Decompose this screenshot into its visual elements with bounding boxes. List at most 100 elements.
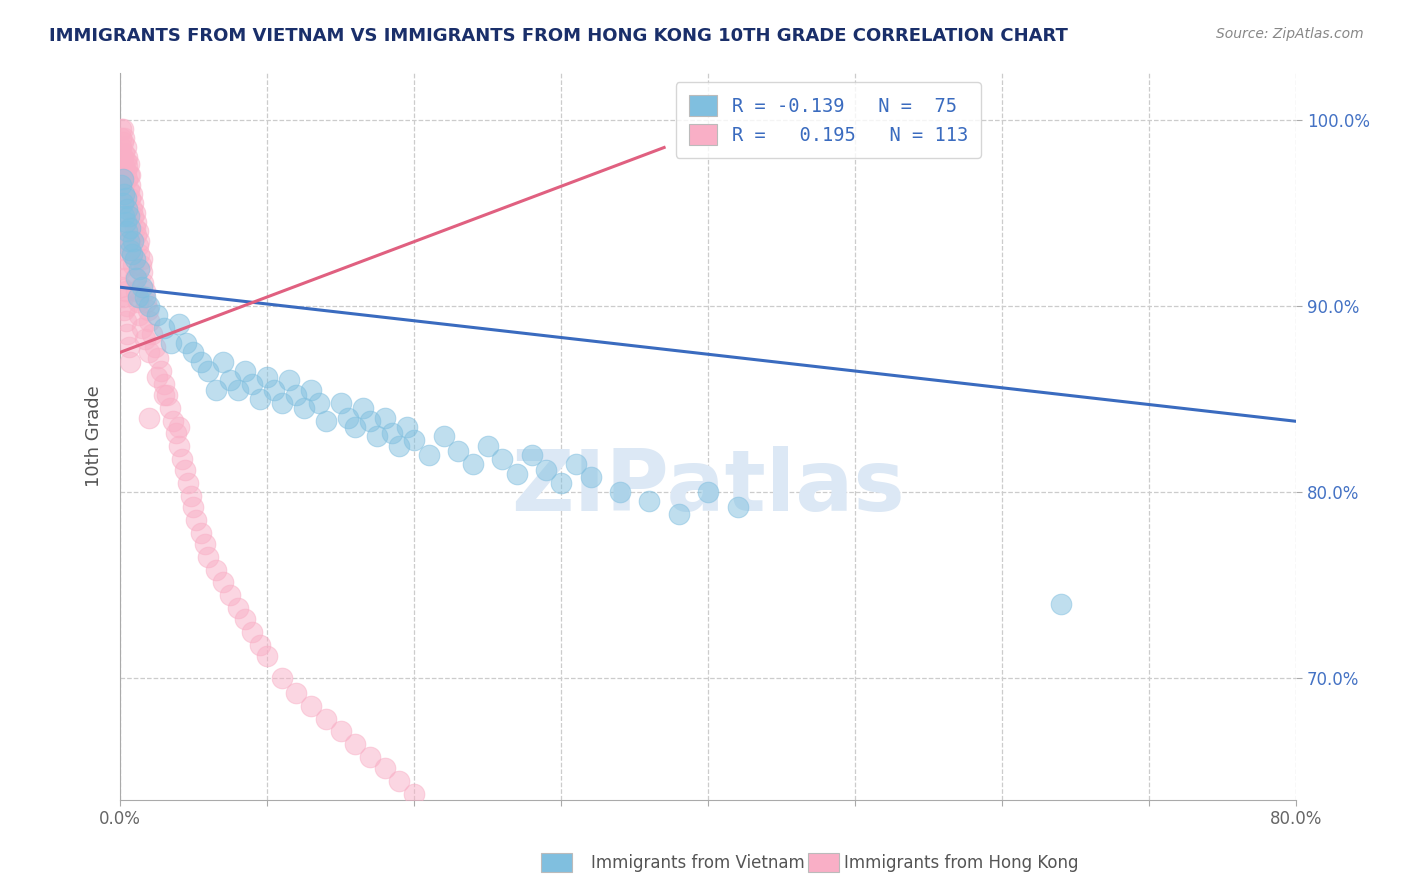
Point (120, 355, 142, 369)
Point (697, 485, 720, 500)
Point (263, 383, 285, 397)
Point (285, 686, 308, 700)
Point (111, 196, 134, 211)
Point (112, 302, 135, 317)
Point (122, 210, 145, 224)
Point (395, 420, 418, 434)
Point (148, 351, 170, 365)
Point (115, 165, 138, 179)
Point (112, 146, 135, 161)
Point (727, 500, 749, 514)
Point (111, 121, 134, 136)
Point (249, 392, 271, 406)
Text: IMMIGRANTS FROM VIETNAM VS IMMIGRANTS FROM HONG KONG 10TH GRADE CORRELATION CHAR: IMMIGRANTS FROM VIETNAM VS IMMIGRANTS FR… (49, 27, 1069, 45)
Point (233, 612, 256, 626)
Point (197, 550, 219, 565)
Point (112, 187, 135, 202)
Point (388, 439, 411, 453)
Point (366, 429, 388, 443)
Point (404, 787, 426, 801)
Point (165, 425, 187, 440)
Point (118, 234, 141, 248)
Point (117, 150, 139, 164)
Point (138, 410, 160, 425)
Point (138, 345, 160, 359)
Point (141, 326, 163, 341)
Point (432, 429, 454, 443)
Point (374, 410, 396, 425)
Point (111, 178, 134, 192)
Point (110, 169, 132, 183)
Point (174, 336, 197, 351)
Point (162, 414, 184, 428)
Point (180, 489, 202, 503)
Point (344, 737, 367, 751)
Point (134, 284, 156, 298)
Point (153, 321, 176, 335)
Point (124, 220, 146, 235)
Point (167, 318, 190, 332)
Point (204, 383, 226, 397)
Point (315, 414, 337, 428)
Point (138, 314, 160, 328)
Point (110, 131, 132, 145)
Point (120, 169, 142, 183)
Point (359, 749, 381, 764)
Point (134, 289, 156, 303)
Point (115, 196, 138, 211)
Point (204, 563, 226, 577)
Point (170, 451, 193, 466)
Point (118, 169, 141, 183)
Text: ZIPatlas: ZIPatlas (512, 446, 905, 529)
Point (176, 475, 198, 490)
Point (125, 271, 148, 285)
Point (117, 210, 139, 224)
Legend: R = -0.139   N =  75, R =   0.195   N = 113: R = -0.139 N = 75, R = 0.195 N = 113 (676, 82, 981, 158)
Point (173, 463, 195, 477)
Point (112, 187, 135, 202)
Point (110, 121, 132, 136)
Point (315, 713, 337, 727)
Point (127, 224, 149, 238)
Point (374, 761, 396, 775)
Point (128, 234, 150, 248)
Text: Source: ZipAtlas.com: Source: ZipAtlas.com (1216, 27, 1364, 41)
Point (135, 295, 157, 310)
Point (110, 178, 132, 192)
Point (167, 420, 190, 434)
Point (194, 537, 217, 551)
Point (153, 377, 176, 392)
Point (183, 500, 205, 514)
Point (115, 215, 138, 229)
Point (233, 364, 256, 378)
Point (128, 246, 150, 260)
Point (118, 183, 141, 197)
Point (329, 395, 352, 409)
Point (668, 508, 690, 522)
Point (112, 271, 135, 285)
Point (381, 425, 404, 440)
Point (249, 638, 271, 652)
Point (418, 448, 440, 462)
Text: Immigrants from Hong Kong: Immigrants from Hong Kong (844, 855, 1078, 872)
Point (115, 284, 138, 298)
Point (536, 463, 558, 477)
Point (125, 215, 148, 229)
Point (404, 433, 426, 447)
Point (118, 210, 141, 224)
Point (118, 220, 141, 235)
Point (153, 388, 176, 402)
Point (477, 439, 499, 453)
Point (579, 470, 602, 484)
Point (111, 172, 134, 186)
Point (120, 220, 142, 235)
Point (136, 302, 159, 317)
Point (131, 265, 153, 279)
Point (115, 153, 138, 168)
Point (359, 414, 381, 428)
Point (112, 131, 135, 145)
Point (308, 395, 330, 409)
Point (132, 277, 155, 291)
Point (128, 308, 150, 322)
Point (1050, 597, 1073, 611)
